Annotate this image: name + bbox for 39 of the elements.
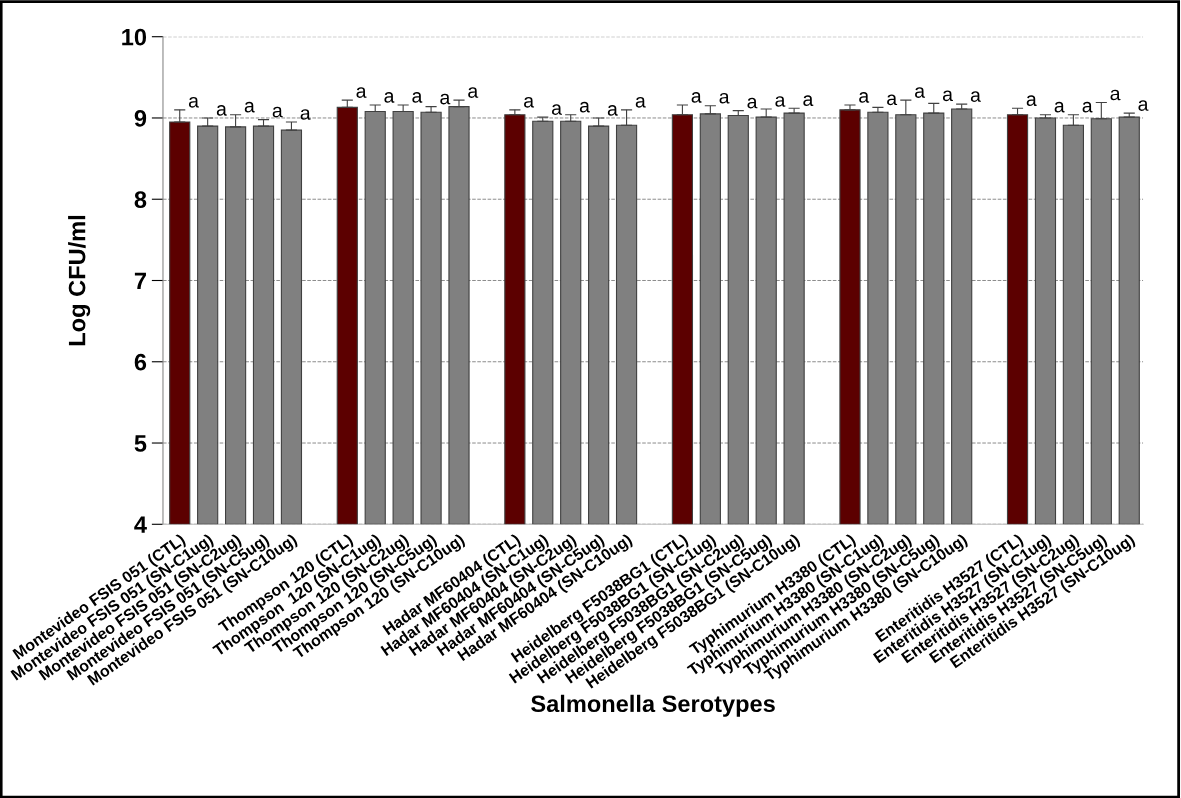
data-label: a: [440, 93, 451, 105]
data-label: a: [635, 96, 646, 108]
data-label: a: [1026, 95, 1037, 106]
y-tick-label: 8: [134, 191, 147, 209]
data-label: a: [970, 91, 981, 102]
data-label: a: [887, 94, 898, 106]
y-tick-label: 7: [134, 272, 146, 290]
data-label: a: [719, 92, 730, 104]
data-label: a: [803, 95, 814, 106]
data-label: a: [356, 87, 367, 98]
data-label: a: [1138, 100, 1149, 111]
y-tick-label: 9: [134, 110, 147, 127]
y-axis-title: Log CFU/ml: [68, 215, 91, 346]
y-tick-label: 10: [122, 28, 147, 46]
data-label: a: [272, 106, 283, 118]
data-label: a: [244, 101, 255, 113]
data-label: a: [300, 109, 311, 120]
data-label: a: [579, 101, 590, 113]
data-label: a: [775, 96, 786, 107]
data-label: a: [747, 97, 758, 109]
data-label: a: [859, 92, 870, 103]
data-label: a: [1110, 89, 1121, 101]
x-axis-title: Salmonella Serotypes: [531, 694, 775, 717]
data-label: a: [551, 104, 562, 115]
data-label: a: [607, 105, 618, 116]
data-label: a: [942, 90, 953, 102]
data-label: a: [1082, 101, 1093, 113]
data-label: a: [468, 87, 479, 98]
data-label: a: [524, 96, 535, 108]
data-label: a: [915, 87, 926, 98]
y-tick-label: 4: [134, 516, 147, 533]
data-label: a: [216, 105, 227, 116]
data-label: a: [412, 92, 423, 103]
data-label: a: [384, 92, 395, 103]
y-tick-label: 5: [134, 435, 147, 452]
y-tick-label: 6: [134, 353, 147, 371]
data-label: a: [1054, 101, 1065, 113]
data-label: a: [691, 92, 702, 103]
data-label: a: [188, 96, 199, 108]
